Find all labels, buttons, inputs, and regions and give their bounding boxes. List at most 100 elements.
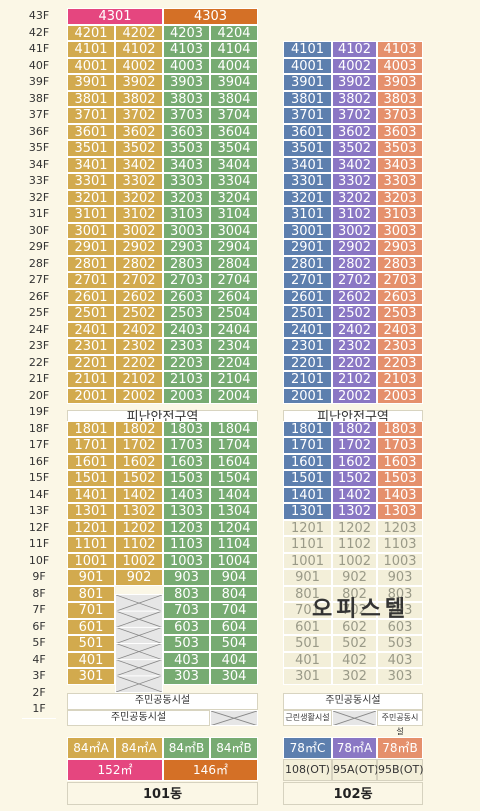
unit-604: 604: [210, 618, 258, 635]
unit-b102-2803: 2803: [377, 255, 423, 272]
unit-1702: 1702: [115, 437, 163, 454]
unit-3703: 3703: [163, 107, 210, 124]
unit-b102-2702: 2702: [332, 272, 377, 289]
unit-b102-2802: 2802: [332, 255, 377, 272]
unit-1601: 1601: [67, 453, 115, 470]
b102-community-1f: 주민공동시설: [377, 709, 423, 736]
unit-3102: 3102: [115, 206, 163, 223]
unit-b102-1803: 1803: [377, 420, 423, 437]
floor-label: 11F: [22, 536, 56, 554]
unit-3402: 3402: [115, 156, 163, 173]
unit-2604: 2604: [210, 288, 258, 305]
unit-b102-3503: 3503: [377, 140, 423, 157]
floor-label: 36F: [22, 123, 56, 141]
floor-label: 13F: [22, 503, 56, 521]
floor-label: 30F: [22, 222, 56, 240]
unit-b102-1301: 1301: [283, 503, 332, 520]
unit-b102-3602: 3602: [332, 123, 377, 140]
unit-b102-3203: 3203: [377, 189, 423, 206]
unit-b102-3501: 3501: [283, 140, 332, 157]
unit-b102-4001: 4001: [283, 57, 332, 74]
unit-2702: 2702: [115, 272, 163, 289]
officetel-301: 301: [283, 668, 332, 685]
unit-303: 303: [163, 668, 210, 685]
floor-label: 27F: [22, 272, 56, 290]
unit-4103: 4103: [163, 41, 210, 58]
unit-1802: 1802: [115, 420, 163, 437]
floor-label: 23F: [22, 338, 56, 356]
unit-803: 803: [163, 585, 210, 602]
unit-3802: 3802: [115, 90, 163, 107]
floor-label: 24F: [22, 321, 56, 339]
unit-304: 304: [210, 668, 258, 685]
floor-label: 37F: [22, 107, 56, 125]
unit-2901: 2901: [67, 239, 115, 256]
unit-3004: 3004: [210, 222, 258, 239]
floor-label: 42F: [22, 24, 56, 42]
unit-b102-3902: 3902: [332, 74, 377, 91]
floor-label: 35F: [22, 140, 56, 158]
unit-1403: 1403: [163, 486, 210, 503]
unit-b102-1702: 1702: [332, 437, 377, 454]
b101-void-8f-3f: [115, 594, 163, 693]
unit-2202: 2202: [115, 354, 163, 371]
unit-b102-3601: 3601: [283, 123, 332, 140]
unit-4201: 4201: [67, 24, 115, 41]
officetel-903: 903: [377, 569, 423, 586]
b102-type-2: 78㎡A: [332, 737, 377, 759]
unit-904: 904: [210, 569, 258, 586]
unit-3804: 3804: [210, 90, 258, 107]
unit-1301: 1301: [67, 503, 115, 520]
unit-1402: 1402: [115, 486, 163, 503]
floor-label: 29F: [22, 239, 56, 257]
floor-label: 12F: [22, 519, 56, 537]
unit-b102-3703: 3703: [377, 107, 423, 124]
unit-4301: 4301: [67, 8, 163, 25]
unit-b102-1802: 1802: [332, 420, 377, 437]
unit-3204: 3204: [210, 189, 258, 206]
unit-603: 603: [163, 618, 210, 635]
floor-label: 25F: [22, 305, 56, 323]
unit-2104: 2104: [210, 371, 258, 388]
unit-1604: 1604: [210, 453, 258, 470]
floor-label: 16F: [22, 453, 56, 471]
unit-3401: 3401: [67, 156, 115, 173]
unit-1203: 1203: [163, 519, 210, 536]
unit-2204: 2204: [210, 354, 258, 371]
unit-1202: 1202: [115, 519, 163, 536]
unit-1002: 1002: [115, 552, 163, 569]
unit-3302: 3302: [115, 173, 163, 190]
unit-1302: 1302: [115, 503, 163, 520]
unit-b102-3102: 3102: [332, 206, 377, 223]
unit-b102-2302: 2302: [332, 338, 377, 355]
unit-801: 801: [67, 585, 115, 602]
unit-3502: 3502: [115, 140, 163, 157]
floor-label: 1F: [22, 701, 56, 719]
unit-b102-3003: 3003: [377, 222, 423, 239]
unit-b102-1303: 1303: [377, 503, 423, 520]
unit-b102-2902: 2902: [332, 239, 377, 256]
unit-4004: 4004: [210, 57, 258, 74]
unit-901: 901: [67, 569, 115, 586]
floor-label: 14F: [22, 486, 56, 504]
b102-ot-type-2: 95A(OT): [332, 759, 378, 781]
officetel-701: 701: [283, 602, 332, 619]
unit-b102-3202: 3202: [332, 189, 377, 206]
unit-b102-2901: 2901: [283, 239, 332, 256]
unit-b102-3201: 3201: [283, 189, 332, 206]
unit-3301: 3301: [67, 173, 115, 190]
unit-2601: 2601: [67, 288, 115, 305]
floor-label: 4F: [22, 651, 56, 669]
floor-label: 6F: [22, 618, 56, 636]
unit-1001: 1001: [67, 552, 115, 569]
unit-b102-4002: 4002: [332, 57, 377, 74]
unit-1104: 1104: [210, 536, 258, 553]
unit-b102-3901: 3901: [283, 74, 332, 91]
unit-404: 404: [210, 651, 258, 668]
unit-2203: 2203: [163, 354, 210, 371]
unit-b102-4101: 4101: [283, 41, 332, 58]
unit-3201: 3201: [67, 189, 115, 206]
floor-label: 41F: [22, 41, 56, 59]
b102-type-3: 78㎡B: [377, 737, 423, 759]
floor-label: 3F: [22, 668, 56, 686]
